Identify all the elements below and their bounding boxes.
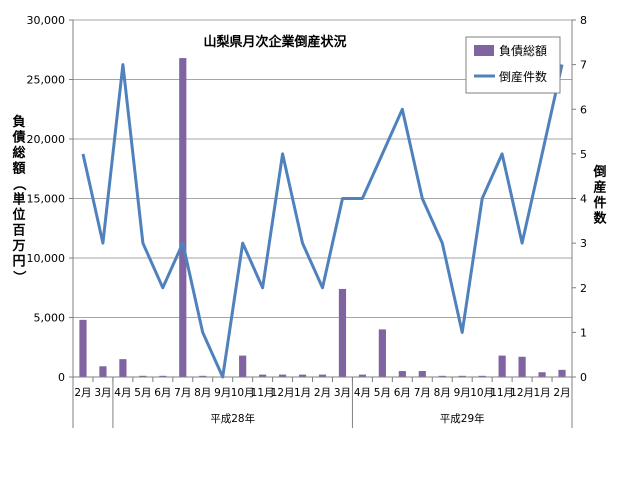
bar: [318, 374, 327, 377]
bar: [239, 355, 247, 377]
bar: [278, 374, 287, 377]
bar: [478, 375, 486, 377]
axis-title-char: 産: [593, 180, 606, 196]
x-tick-label: 11月: [490, 387, 514, 399]
bar: [538, 372, 546, 377]
gridlines: [73, 19, 572, 318]
axis-title-char: 数: [593, 211, 607, 227]
axis-title-char: 百: [12, 224, 25, 239]
x-tick-label: 3月: [334, 387, 351, 399]
right-tick-label: 2: [580, 282, 587, 295]
x-tick-label: 3月: [94, 387, 111, 399]
bar: [199, 375, 207, 377]
x-tick-label: 9月: [454, 387, 471, 399]
axis-title-char: 負: [12, 114, 25, 130]
left-tick-label: 0: [58, 371, 65, 384]
bar: [79, 319, 87, 377]
axis-title-char: 倒: [592, 164, 606, 180]
x-tick-label: 4月: [354, 387, 371, 399]
group-label: 平成28年: [210, 412, 255, 425]
axis-title-char: （: [11, 177, 27, 190]
x-tick-label: 1月: [533, 387, 550, 399]
x-tick-label: 6月: [394, 387, 411, 399]
bar: [298, 374, 307, 377]
left-tick-label: 25,000: [27, 74, 66, 87]
x-tick-label: 5月: [374, 387, 391, 399]
axis-title-char: 単: [12, 192, 25, 208]
left-tick-label: 30,000: [27, 14, 66, 27]
left-tick-label: 15,000: [27, 193, 66, 206]
bar: [438, 375, 446, 377]
axis-title-char: 総: [12, 145, 25, 161]
count-line: [81, 63, 564, 379]
left-tick-label: 20,000: [27, 133, 66, 146]
axes: [69, 19, 576, 428]
x-tick-label: 7月: [414, 387, 431, 399]
bar-series: [79, 58, 566, 378]
x-tick-label: 6月: [154, 387, 171, 399]
legend: 負債総額 倒産件数: [465, 36, 561, 94]
x-tick-label: 12月: [510, 387, 534, 399]
axis-title-char: 万: [11, 239, 25, 254]
group-label: 平成29年: [440, 412, 485, 425]
axis-title-char: 位: [12, 207, 25, 223]
right-tick-label: 8: [580, 14, 587, 27]
bar: [418, 371, 426, 377]
right-tick-label: 4: [580, 193, 587, 206]
axis-title-char: ）: [11, 270, 27, 283]
bar: [259, 374, 267, 377]
line-series: [81, 63, 564, 379]
bar: [518, 356, 526, 377]
right-tick-label: 3: [580, 237, 587, 250]
right-tick-label: 5: [580, 148, 587, 161]
bar: [378, 329, 386, 377]
bar: [458, 375, 466, 377]
x-tick-label: 4月: [114, 387, 131, 399]
right-axis-title: 倒産件数: [592, 164, 607, 227]
axis-labels: 0 5,000 10,000 15,000 20,000 25,000 30,000 0 1 2 3…: [27, 14, 588, 425]
x-tick-label: 10月: [231, 387, 255, 399]
right-tick-label: 1: [580, 326, 587, 339]
x-tick-label: 10月: [470, 387, 494, 399]
bar: [338, 288, 347, 377]
axis-title-char: 額: [11, 161, 25, 177]
x-tick-label: 8月: [194, 387, 211, 399]
chart-title: 山梨県月次企業倒産状況: [203, 34, 346, 50]
x-tick-label: 7月: [174, 387, 191, 399]
legend-bar-label: 負債総額: [499, 43, 547, 58]
x-tick-label: 9月: [214, 387, 231, 399]
right-tick-label: 0: [580, 371, 587, 384]
legend-bar-swatch: [474, 45, 494, 56]
x-tick-label: 5月: [134, 387, 151, 399]
left-tick-label: 10,000: [27, 252, 66, 265]
axis-title-char: 件: [593, 195, 606, 211]
bar: [398, 371, 406, 377]
x-tick-label: 2月: [74, 387, 91, 399]
x-tick-label: 11月: [251, 387, 275, 399]
bar: [99, 366, 107, 377]
bar: [119, 359, 127, 377]
x-tick-label: 8月: [434, 387, 451, 399]
bar: [498, 355, 506, 377]
x-tick-label: 12月: [271, 387, 295, 399]
bar: [139, 375, 147, 377]
x-tick-label: 1月: [294, 387, 311, 399]
bar: [558, 369, 566, 377]
legend-line-label: 倒産件数: [499, 69, 547, 84]
bar: [179, 58, 187, 378]
right-tick-label: 7: [580, 59, 587, 72]
x-tick-label: 2月: [553, 387, 570, 399]
bar: [358, 374, 367, 377]
left-tick-label: 5,000: [34, 312, 66, 325]
axis-title-char: 債: [11, 130, 25, 146]
x-tick-label: 2月: [314, 387, 331, 399]
bar: [159, 375, 167, 377]
right-tick-label: 6: [580, 103, 587, 116]
axis-title-char: 円: [12, 255, 25, 270]
